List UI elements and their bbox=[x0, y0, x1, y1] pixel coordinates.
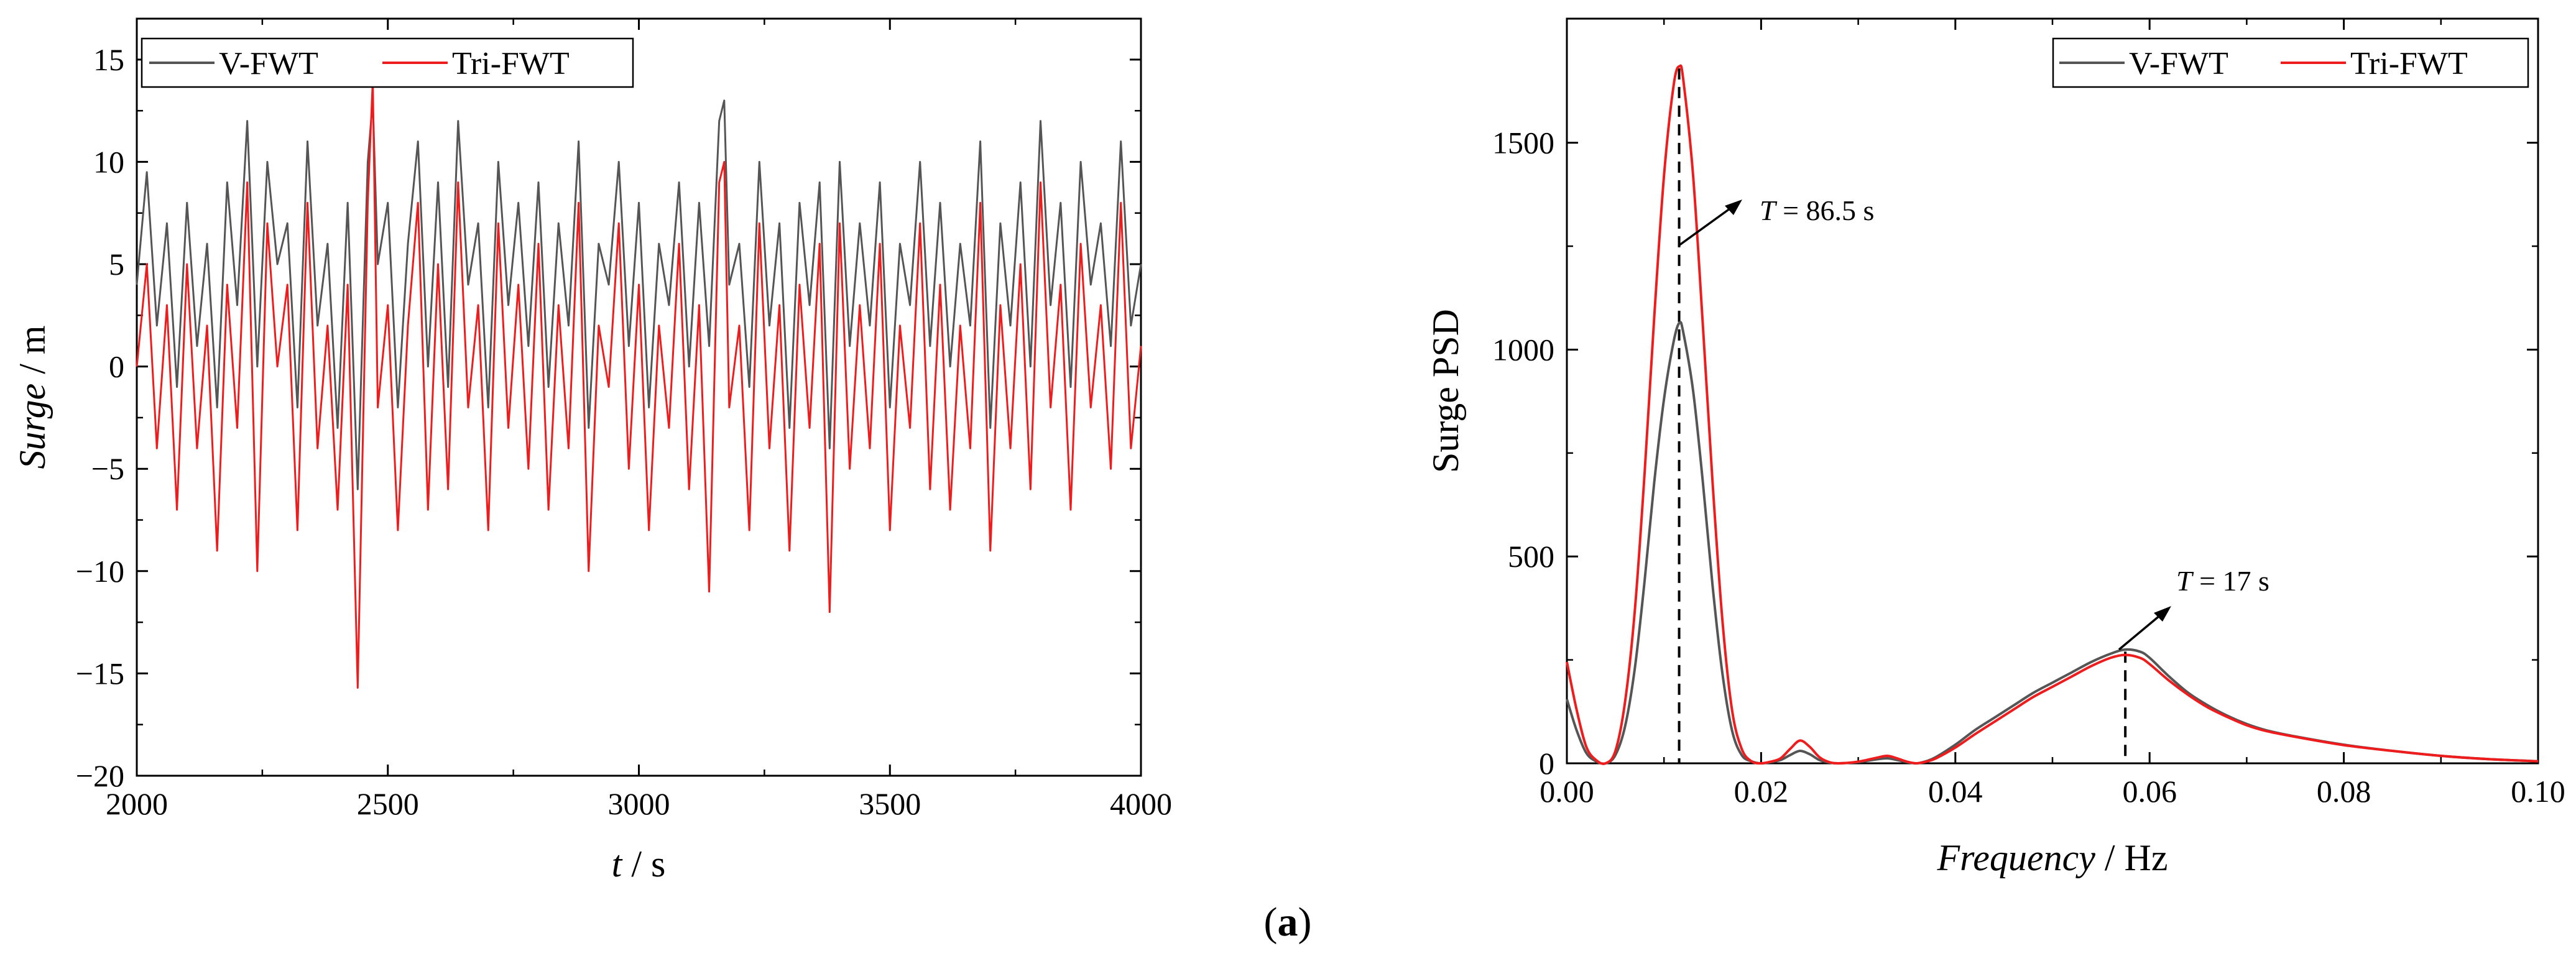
surge-psd-chart: 0.00 0.02 0.04 0.06 0.08 0.10 0 500 1000 1500 T … bbox=[1425, 17, 2565, 878]
right-y-tick-label: 1500 bbox=[1492, 126, 1554, 160]
caption-open: ( bbox=[1264, 899, 1278, 945]
caption-letter: a bbox=[1278, 899, 1298, 945]
left-legend-label-v-fwt: V-FWT bbox=[219, 46, 318, 81]
right-legend-label-v-fwt: V-FWT bbox=[2129, 46, 2228, 81]
left-x-tick-label: 2500 bbox=[357, 786, 419, 821]
right-x-tick-label: 0.08 bbox=[2317, 774, 2371, 809]
left-series-tri-fwt bbox=[136, 79, 1142, 689]
left-x-tick-label: 4000 bbox=[1110, 786, 1172, 821]
left-y-tick-labels: −20 −15 −10 −5 0 5 10 15 bbox=[76, 42, 124, 793]
annotation-17-s-text: = 17 s bbox=[2192, 565, 2269, 597]
left-y-axis-label-unit: / m bbox=[12, 325, 53, 383]
right-x-tick-labels: 0.00 0.02 0.04 0.06 0.08 0.10 bbox=[1540, 774, 2565, 809]
caption-close: ) bbox=[1298, 899, 1312, 945]
right-y-tick-labels: 0 500 1000 1500 bbox=[1492, 126, 1554, 781]
left-x-axis-label-unit: / s bbox=[622, 843, 665, 885]
right-x-tick-label: 0.00 bbox=[1540, 774, 1594, 809]
right-x-axis-label-var: Frequency bbox=[1937, 837, 2096, 878]
left-x-tick-label: 2000 bbox=[106, 786, 168, 821]
annotation-17-s-var: T bbox=[2176, 565, 2194, 597]
left-y-tick-label: −15 bbox=[76, 656, 124, 691]
left-y-tick-label: −10 bbox=[76, 554, 124, 589]
right-legend-label-tri-fwt: Tri-FWT bbox=[2350, 46, 2468, 81]
left-series-group bbox=[136, 79, 1142, 689]
right-y-tick-label: 1000 bbox=[1492, 332, 1554, 367]
right-annotations: T = 86.5 s T = 17 s bbox=[1678, 195, 2269, 651]
left-y-axis-label: Surge / m bbox=[12, 325, 53, 469]
annotation-arrow-86-5-shaft bbox=[1678, 204, 1736, 247]
right-series-v-fwt bbox=[1566, 321, 2539, 765]
left-x-tick-label: 3000 bbox=[608, 786, 670, 821]
right-x-axis-label-unit: / Hz bbox=[2095, 837, 2168, 878]
left-legend: V-FWT Tri-FWT bbox=[141, 37, 634, 88]
left-x-axis-label: t / s bbox=[612, 843, 666, 885]
right-peak-markers bbox=[1678, 68, 2127, 763]
annotation-17-s: T = 17 s bbox=[2176, 565, 2269, 597]
annotation-arrow-86-5-head bbox=[1725, 200, 1742, 215]
left-x-tick-labels: 2000 2500 3000 3500 4000 bbox=[106, 786, 1172, 821]
annotation-86-5-s-var: T bbox=[1760, 195, 1778, 226]
right-x-tick-label: 0.02 bbox=[1734, 774, 1789, 809]
right-y-axis-label: Surge PSD bbox=[1425, 309, 1466, 473]
right-x-axis-label: Frequency / Hz bbox=[1937, 837, 2168, 878]
right-tick-marks bbox=[1566, 19, 2539, 765]
right-series-group bbox=[1566, 64, 2539, 765]
left-x-axis-label-var: t bbox=[612, 843, 623, 885]
annotation-86-5-s: T = 86.5 s bbox=[1760, 195, 1874, 226]
left-x-tick-label: 3500 bbox=[859, 786, 921, 821]
left-y-tick-label: 0 bbox=[109, 349, 124, 384]
right-y-tick-label: 500 bbox=[1508, 539, 1554, 574]
left-y-tick-label: 5 bbox=[109, 247, 124, 282]
left-y-tick-label: −5 bbox=[91, 451, 124, 486]
left-legend-label-tri-fwt: Tri-FWT bbox=[452, 46, 570, 81]
left-tick-marks bbox=[136, 19, 1142, 777]
surge-time-series-chart: 2000 2500 3000 3500 4000 −20 −15 −10 −5 0 5 10 15 V… bbox=[12, 17, 1172, 885]
left-y-tick-label: 15 bbox=[93, 42, 124, 77]
left-y-tick-label: −20 bbox=[76, 758, 124, 793]
right-x-tick-label: 0.06 bbox=[2122, 774, 2177, 809]
annotation-86-5-s-text: = 86.5 s bbox=[1776, 195, 1875, 226]
right-x-tick-label: 0.04 bbox=[1928, 774, 1983, 809]
left-y-axis-label-var: Surge bbox=[12, 384, 53, 469]
annotation-arrow-17-shaft bbox=[2118, 611, 2165, 651]
left-y-tick-label: 10 bbox=[93, 144, 124, 179]
annotation-arrow-17-head bbox=[2154, 606, 2171, 622]
right-legend: V-FWT Tri-FWT bbox=[2052, 37, 2529, 88]
right-y-tick-label: 0 bbox=[1539, 746, 1554, 781]
right-plot-frame bbox=[1566, 17, 2539, 765]
figure-caption: (a) bbox=[1264, 899, 1312, 945]
right-series-tri-fwt bbox=[1566, 64, 2539, 765]
left-plot-frame bbox=[136, 17, 1142, 777]
right-x-tick-label: 0.10 bbox=[2511, 774, 2565, 809]
left-series-v-fwt bbox=[136, 99, 1142, 490]
